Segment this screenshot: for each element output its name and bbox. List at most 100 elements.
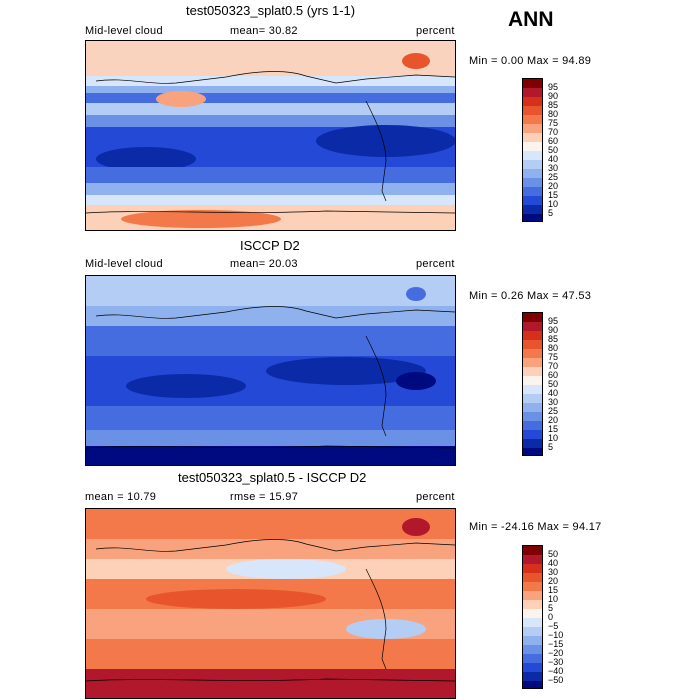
colorbar-swatch bbox=[523, 205, 542, 214]
panel1-colorbar bbox=[522, 78, 543, 222]
colorbar-swatch bbox=[523, 340, 542, 349]
colorbar-tick-label: −15 bbox=[548, 639, 564, 649]
colorbar-tick-label: 20 bbox=[548, 415, 559, 425]
panel3-map bbox=[85, 508, 456, 699]
colorbar-swatch bbox=[523, 564, 542, 573]
colorbar-swatch bbox=[523, 214, 542, 221]
panel2-colorbar bbox=[522, 312, 543, 456]
colorbar-tick-label: 20 bbox=[548, 181, 559, 191]
colorbar-tick-label: −50 bbox=[548, 675, 564, 685]
colorbar-tick-label: 75 bbox=[548, 352, 559, 362]
panel2-units: percent bbox=[416, 258, 455, 270]
colorbar-tick-label: 25 bbox=[548, 172, 559, 182]
season-label: ANN bbox=[508, 8, 554, 31]
colorbar-swatch bbox=[523, 439, 542, 448]
panel2-map bbox=[85, 275, 456, 466]
colorbar-tick-label: 25 bbox=[548, 406, 559, 416]
colorbar-tick-label: 30 bbox=[548, 397, 559, 407]
colorbar-swatch bbox=[523, 385, 542, 394]
colorbar-swatch bbox=[523, 681, 542, 688]
colorbar-swatch bbox=[523, 358, 542, 367]
colorbar-tick-label: 70 bbox=[548, 361, 559, 371]
colorbar-swatch bbox=[523, 169, 542, 178]
colorbar-tick-label: 90 bbox=[548, 325, 559, 335]
colorbar-tick-label: 50 bbox=[548, 145, 559, 155]
colorbar-tick-label: 50 bbox=[548, 379, 559, 389]
colorbar-swatch bbox=[523, 322, 542, 331]
colorbar-tick-label: 85 bbox=[548, 100, 559, 110]
colorbar-tick-label: 15 bbox=[548, 424, 559, 434]
colorbar-swatch bbox=[523, 349, 542, 358]
panel1-units: percent bbox=[416, 25, 455, 37]
panel1-range: Min = 0.00 Max = 94.89 bbox=[469, 55, 592, 67]
panel2-mean: mean= 20.03 bbox=[230, 258, 298, 270]
colorbar-swatch bbox=[523, 573, 542, 582]
colorbar-tick-label: 75 bbox=[548, 118, 559, 128]
panel3-range: Min = -24.16 Max = 94.17 bbox=[469, 521, 602, 533]
colorbar-tick-label: 30 bbox=[548, 163, 559, 173]
panel1-mean: mean= 30.82 bbox=[230, 25, 298, 37]
panel3-units: percent bbox=[416, 491, 455, 503]
colorbar-tick-label: 40 bbox=[548, 388, 559, 398]
colorbar-swatch bbox=[523, 79, 542, 88]
colorbar-tick-label: 60 bbox=[548, 370, 559, 380]
colorbar-tick-label: 30 bbox=[548, 567, 559, 577]
colorbar-swatch bbox=[523, 313, 542, 322]
colorbar-tick-label: 95 bbox=[548, 316, 559, 326]
colorbar-tick-label: 80 bbox=[548, 343, 559, 353]
colorbar-tick-label: 85 bbox=[548, 334, 559, 344]
panel2-range: Min = 0.26 Max = 47.53 bbox=[469, 290, 592, 302]
colorbar-swatch bbox=[523, 142, 542, 151]
colorbar-tick-label: 70 bbox=[548, 127, 559, 137]
panel3-colorbar bbox=[522, 545, 543, 689]
colorbar-swatch bbox=[523, 88, 542, 97]
colorbar-tick-label: 50 bbox=[548, 549, 559, 559]
colorbar-tick-label: 60 bbox=[548, 136, 559, 146]
colorbar-swatch bbox=[523, 367, 542, 376]
colorbar-swatch bbox=[523, 609, 542, 618]
colorbar-swatch bbox=[523, 448, 542, 455]
panel1-map bbox=[85, 40, 456, 231]
colorbar-tick-label: 15 bbox=[548, 190, 559, 200]
colorbar-swatch bbox=[523, 187, 542, 196]
colorbar-swatch bbox=[523, 376, 542, 385]
colorbar-swatch bbox=[523, 178, 542, 187]
colorbar-swatch bbox=[523, 133, 542, 142]
colorbar-tick-label: 5 bbox=[548, 208, 554, 218]
colorbar-swatch bbox=[523, 331, 542, 340]
colorbar-tick-label: −20 bbox=[548, 648, 564, 658]
colorbar-tick-label: 5 bbox=[548, 603, 554, 613]
colorbar-tick-label: 10 bbox=[548, 199, 559, 209]
colorbar-tick-label: −30 bbox=[548, 657, 564, 667]
colorbar-swatch bbox=[523, 546, 542, 555]
colorbar-swatch bbox=[523, 124, 542, 133]
colorbar-swatch bbox=[523, 654, 542, 663]
colorbar-tick-label: 10 bbox=[548, 594, 559, 604]
panel2-title: ISCCP D2 bbox=[240, 238, 300, 253]
colorbar-swatch bbox=[523, 97, 542, 106]
colorbar-swatch bbox=[523, 403, 542, 412]
colorbar-swatch bbox=[523, 618, 542, 627]
colorbar-tick-label: 5 bbox=[548, 442, 554, 452]
colorbar-tick-label: 20 bbox=[548, 576, 559, 586]
colorbar-swatch bbox=[523, 636, 542, 645]
colorbar-tick-label: 90 bbox=[548, 91, 559, 101]
colorbar-swatch bbox=[523, 645, 542, 654]
colorbar-swatch bbox=[523, 555, 542, 564]
colorbar-swatch bbox=[523, 672, 542, 681]
colorbar-swatch bbox=[523, 412, 542, 421]
colorbar-swatch bbox=[523, 582, 542, 591]
colorbar-tick-label: 95 bbox=[548, 82, 559, 92]
panel1-variable-label: Mid-level cloud bbox=[85, 25, 163, 37]
colorbar-swatch bbox=[523, 627, 542, 636]
panel2-variable-label: Mid-level cloud bbox=[85, 258, 163, 270]
colorbar-tick-label: 15 bbox=[548, 585, 559, 595]
colorbar-swatch bbox=[523, 115, 542, 124]
panel1-title: test050323_splat0.5 (yrs 1-1) bbox=[186, 3, 356, 18]
panel3-mean: mean = 10.79 bbox=[85, 491, 157, 503]
colorbar-swatch bbox=[523, 421, 542, 430]
colorbar-swatch bbox=[523, 600, 542, 609]
colorbar-tick-label: 40 bbox=[548, 154, 559, 164]
colorbar-tick-label: 10 bbox=[548, 433, 559, 443]
colorbar-swatch bbox=[523, 394, 542, 403]
